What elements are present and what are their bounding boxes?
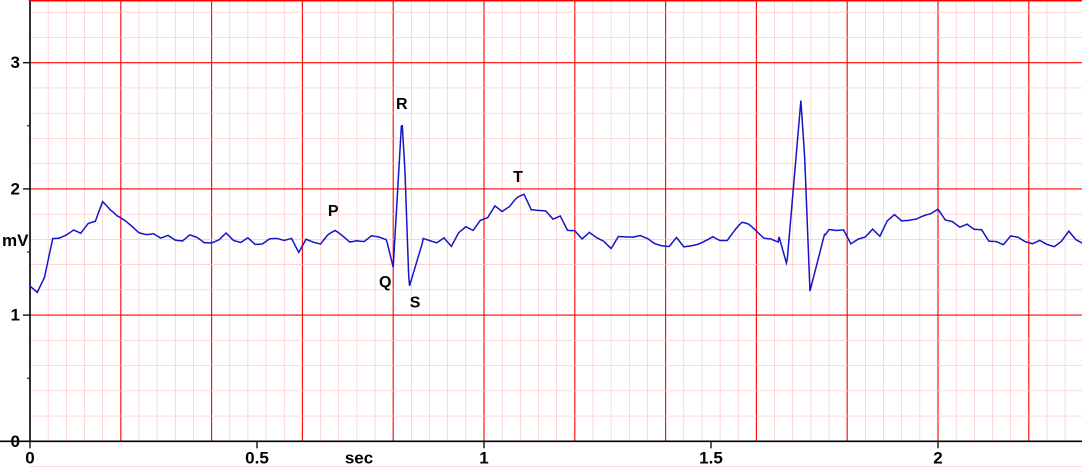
svg-text:Q: Q <box>379 274 391 291</box>
svg-text:P: P <box>328 203 339 220</box>
svg-text:1: 1 <box>11 306 20 325</box>
svg-text:2: 2 <box>933 449 942 468</box>
svg-text:0: 0 <box>11 432 20 451</box>
svg-text:0.5: 0.5 <box>245 449 269 468</box>
svg-text:mV: mV <box>2 231 29 250</box>
svg-text:S: S <box>410 294 421 311</box>
svg-text:1.5: 1.5 <box>699 449 723 468</box>
svg-text:3: 3 <box>11 53 20 72</box>
svg-text:T: T <box>513 169 523 186</box>
svg-text:0: 0 <box>25 449 34 468</box>
svg-text:1: 1 <box>479 449 488 468</box>
svg-text:sec: sec <box>345 449 373 468</box>
svg-text:2: 2 <box>11 179 20 198</box>
svg-text:R: R <box>396 96 408 113</box>
